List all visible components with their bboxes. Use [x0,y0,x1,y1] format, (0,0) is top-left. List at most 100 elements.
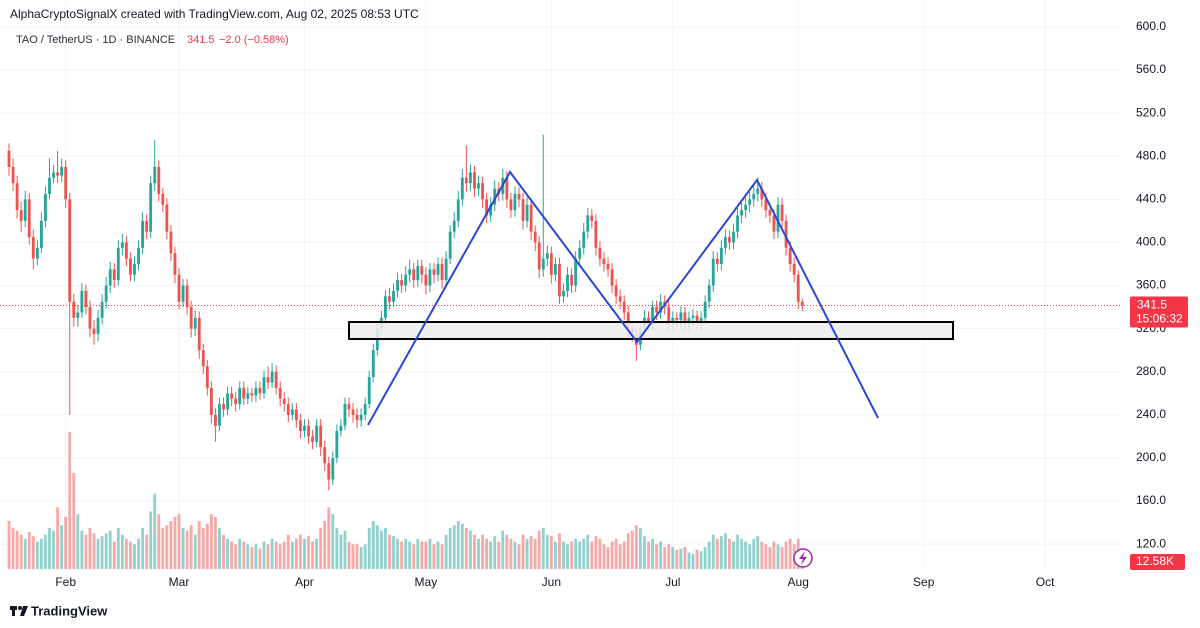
volume-bar [80,530,84,569]
volume-bar [622,541,626,569]
volume-tag [1130,554,1185,570]
volume-bar [541,527,545,569]
candle-body [149,183,153,232]
volume-bar [124,538,128,569]
volume-bar [92,533,96,569]
candle-body [740,210,743,216]
volume-bar [339,534,343,569]
y-tick-label: 440.0 [1136,192,1166,206]
volume-bar [149,511,153,569]
candle-body [274,371,278,388]
candle-body [169,231,173,254]
volume-bar [630,530,634,569]
candle-body [404,274,408,286]
volume-bar [35,541,39,569]
y-tick-label: 520.0 [1136,105,1166,119]
volume-bar [367,527,371,569]
volume-bar [671,547,675,569]
candle-body [695,315,699,324]
volume-bar [355,544,359,569]
candle-body [659,301,663,313]
volume-bar [173,516,177,569]
candle-body [19,210,23,221]
candle-body [667,307,671,324]
volume-bar [153,493,157,569]
candle-body [315,425,319,442]
candle-body [165,204,169,232]
volume-bar [440,544,444,569]
volume-bar [428,538,432,569]
volume-bar [205,523,209,569]
volume-bar [732,541,735,569]
candle-body [416,266,420,281]
candle-body [335,431,339,458]
candle-body [533,231,537,243]
candle-body [728,237,731,243]
volume-bar [400,541,404,569]
candle-body [602,258,606,264]
volume-bar [719,536,723,569]
volume-bar [667,544,671,569]
y-tick-label: 160.0 [1136,493,1166,507]
volume-bar [177,514,181,569]
candle-body [92,328,96,335]
volume-bar [64,516,68,569]
volume-bar [703,547,707,569]
volume-bar [424,541,428,569]
volume-bar [558,533,561,569]
volume-bar [752,538,756,569]
volume-bar [456,521,460,569]
volume-bar [489,541,493,569]
volume-bar [11,527,15,569]
candle-body [537,242,541,270]
attribution: AlphaCryptoSignalX created with TradingV… [10,7,419,21]
candle-body [444,258,448,281]
x-tick-label: Feb [55,575,76,589]
volume-bar [695,549,699,569]
volume-bar [335,527,339,569]
candle-body [201,350,205,367]
volume-bar [226,538,229,569]
volume-bar [505,534,509,569]
candle-body [679,312,683,321]
volume-bar [594,536,598,569]
volume-layer [7,432,804,569]
candle-body [388,296,391,302]
volume-bar [679,548,683,569]
volume-bar [157,514,161,569]
candle-body [606,263,610,270]
candle-body [88,307,92,329]
candle-body [683,312,687,324]
candle-body [675,317,679,321]
volume-bar [408,541,412,569]
volume-bar [56,507,60,569]
candle-body [258,387,262,394]
volume-bar [473,534,476,569]
volume-bar [299,534,302,569]
volume-bar [614,538,618,569]
volume-bar [72,473,76,569]
volume-bar [209,514,213,569]
volume-bar [582,538,586,569]
candle-body [64,167,68,200]
candle-body [76,312,80,318]
volume-bar [663,547,667,569]
volume-bar [760,541,764,569]
volume-bar [133,544,136,569]
candle-body [396,280,399,291]
volume-bar [533,538,537,569]
volume-bar [643,536,646,569]
volume-bar [250,547,254,569]
candle-body [153,167,157,184]
volume-bar [740,538,743,569]
candle-body [205,366,209,388]
candle-body [468,172,472,184]
volume-bar [553,541,557,569]
volume-bar [460,523,464,569]
candle-body [792,263,796,275]
candle-body [477,183,480,189]
volume-bar [497,541,501,569]
volume-bar [60,525,64,569]
candle-body [262,377,266,394]
volume-bar [574,538,578,569]
